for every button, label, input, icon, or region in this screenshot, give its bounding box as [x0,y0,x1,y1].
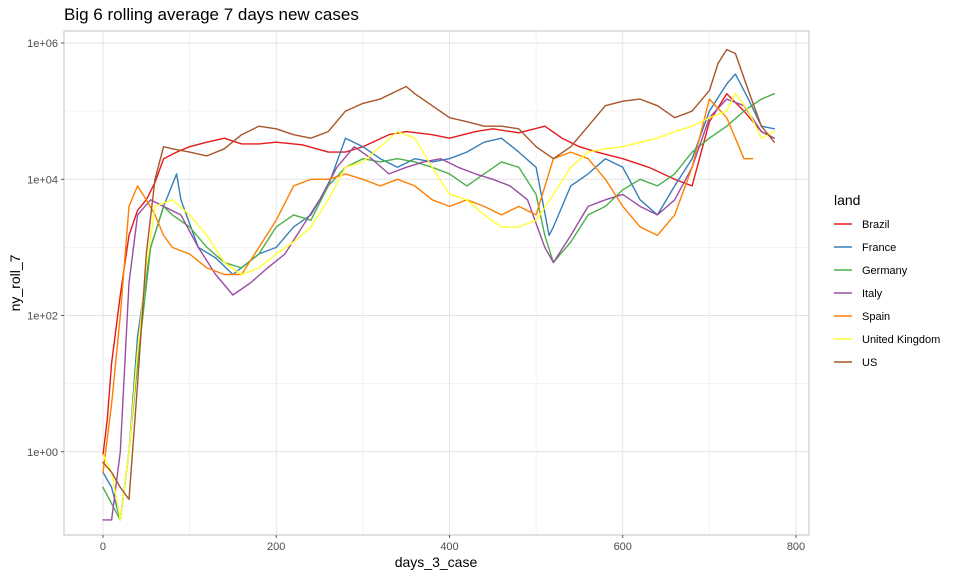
legend-label-italy: Italy [862,288,883,300]
legend-label-germany: Germany [862,265,908,277]
grid-major [64,31,809,535]
series-line-brazil [102,93,775,456]
series-line-us [102,48,775,501]
chart-title: Big 6 rolling average 7 days new cases [64,5,359,24]
x-axis-ticks: 0 200 400 600 800 [100,535,805,553]
legend-label-us: US [862,357,877,369]
x-tick-label: 200 [267,541,285,553]
legend-items: Brazil France Germany Italy Spain United King… [834,219,940,369]
y-tick-label: 1e+00 [27,447,58,459]
y-axis-title: ny_roll_7 [7,254,23,311]
legend-label-france: France [862,242,896,254]
y-tick-label: 1e+04 [27,174,58,186]
legend-title: land [834,192,860,208]
x-axis-title: days_3_case [395,554,478,570]
legend-label-brazil: Brazil [862,219,890,231]
x-tick-label: 0 [100,541,106,553]
series-line-italy [102,98,775,521]
y-tick-label: 1e+06 [27,38,58,50]
legend-label-united-kingdom: United Kingdom [862,334,940,346]
legend-label-spain: Spain [862,311,890,323]
series-line-spain [102,98,754,473]
legend: land Brazil France Germany Italy Spain United… [834,192,940,369]
y-axis-ticks: 1e+00 1e+02 1e+04 1e+06 [27,38,64,459]
plot-panel [63,30,810,536]
series-line-france [102,73,775,521]
y-tick-label: 1e+02 [27,311,58,323]
x-tick-label: 600 [614,541,632,553]
series-group [102,48,775,521]
grid-minor [64,31,809,535]
x-tick-label: 400 [440,541,458,553]
x-tick-label: 800 [787,541,805,553]
series-line-united-kingdom [102,93,775,521]
panel-border [63,30,810,536]
